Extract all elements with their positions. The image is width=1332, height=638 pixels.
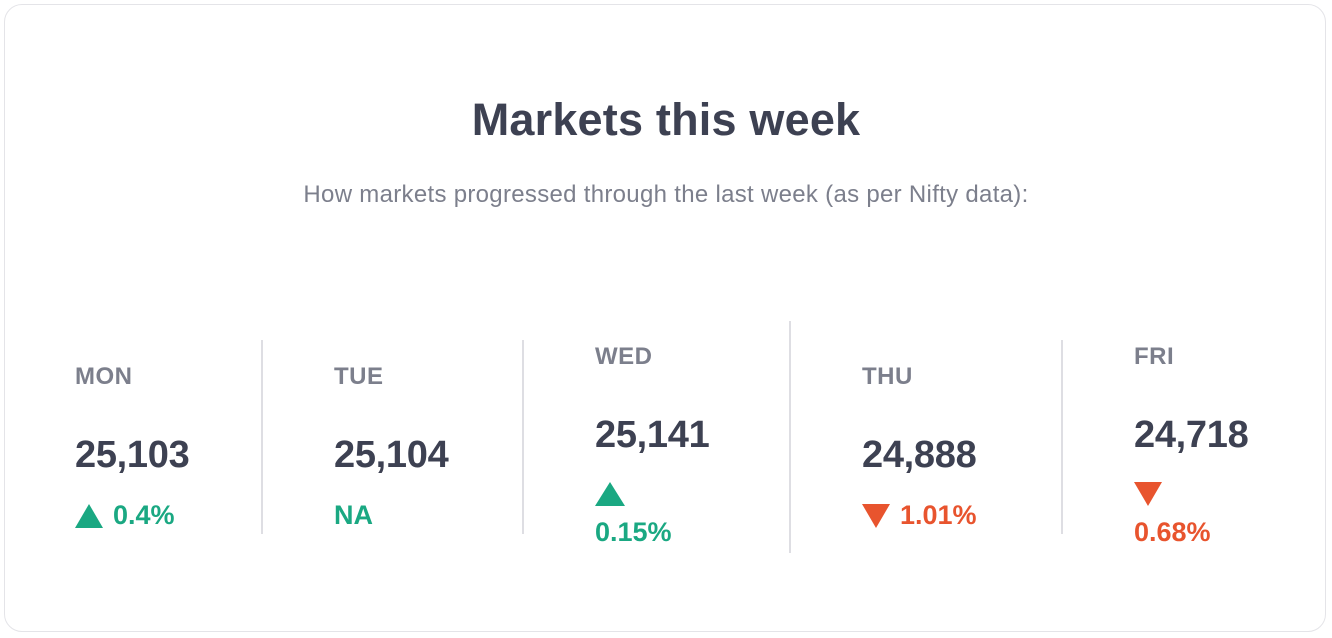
day-label: WED — [595, 343, 653, 370]
change-percent: 1.01% — [900, 500, 977, 530]
day-label: THU — [862, 363, 913, 390]
up-arrow-icon — [75, 503, 103, 528]
card-subtitle: How markets progressed through the last … — [303, 181, 1029, 208]
column-divider — [789, 321, 791, 553]
day-value: 24,718 — [1134, 414, 1249, 456]
day-change: NA — [334, 500, 373, 531]
change-percent: 0.15% — [595, 517, 672, 547]
column-divider — [261, 340, 263, 534]
day-value: 25,104 — [334, 434, 449, 476]
day-label: TUE — [334, 363, 384, 390]
up-arrow-icon — [595, 482, 625, 506]
change-percent: 0.4% — [113, 500, 175, 530]
day-value: 25,141 — [595, 414, 710, 456]
down-arrow-icon — [1134, 482, 1162, 506]
day-label: FRI — [1134, 343, 1175, 370]
card-title: Markets this week — [471, 94, 861, 145]
change-percent: NA — [334, 500, 373, 530]
change-percent: 0.68% — [1134, 517, 1211, 547]
day-change-arrow — [595, 482, 625, 506]
column-divider — [522, 340, 524, 534]
day-value: 24,888 — [862, 434, 977, 476]
day-change-arrow — [1134, 482, 1162, 506]
markets-card — [4, 4, 1326, 632]
down-arrow-icon — [862, 503, 890, 528]
day-change: 1.01% — [862, 500, 977, 531]
day-change: 0.4% — [75, 500, 175, 531]
day-label: MON — [75, 363, 133, 390]
column-divider — [1061, 340, 1063, 534]
day-value: 25,103 — [75, 434, 190, 476]
